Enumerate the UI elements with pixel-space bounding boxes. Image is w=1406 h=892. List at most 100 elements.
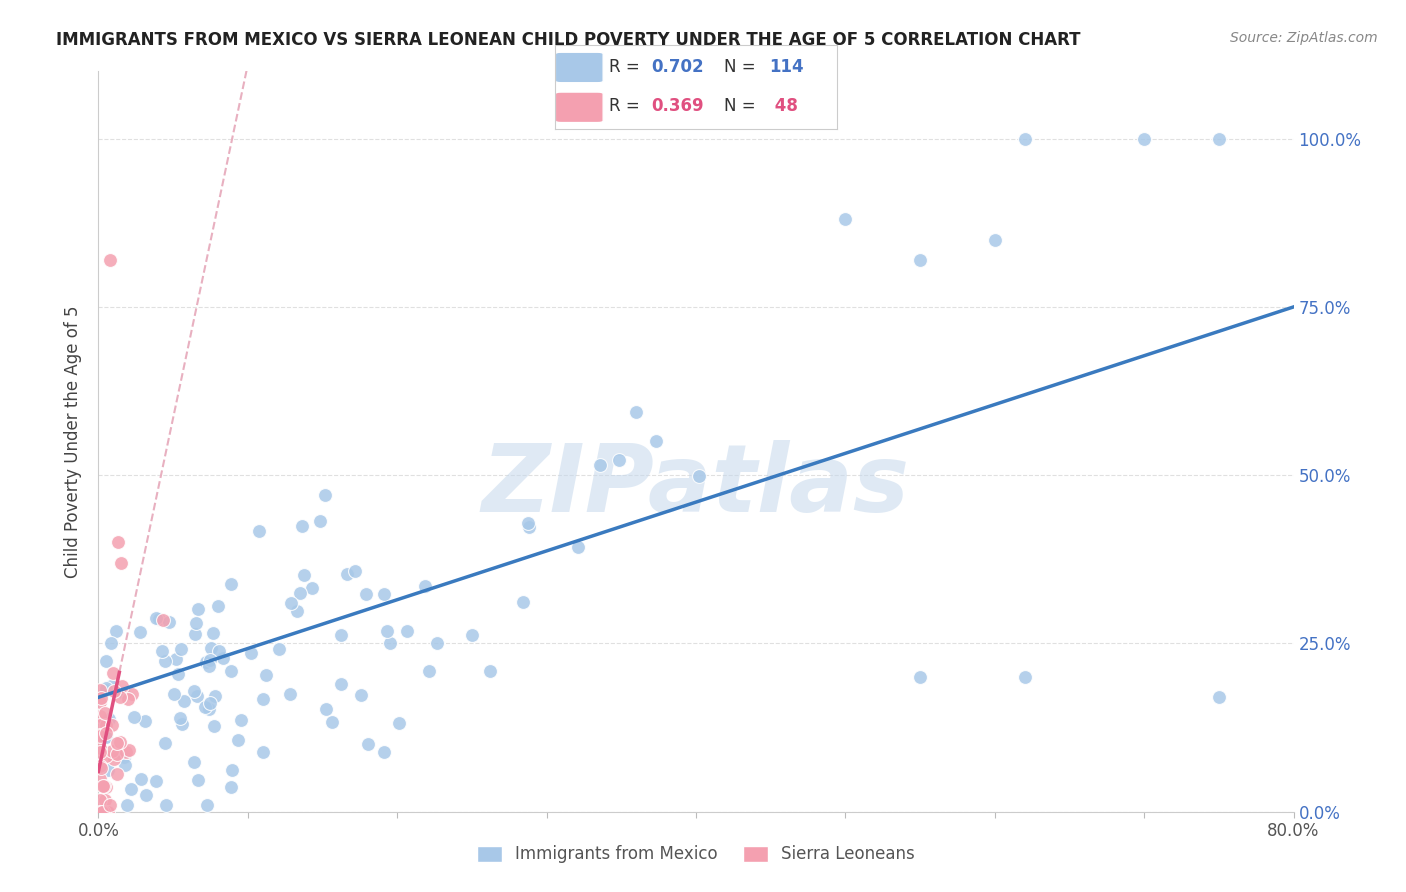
Point xyxy=(186,616,208,631)
Point xyxy=(100,636,122,650)
Point xyxy=(173,694,195,708)
Point xyxy=(128,624,150,639)
Point xyxy=(315,702,337,716)
Point xyxy=(122,710,145,724)
Point xyxy=(89,718,111,732)
Point xyxy=(350,688,373,702)
Point xyxy=(135,789,157,803)
Point xyxy=(207,599,229,614)
Point xyxy=(89,730,111,744)
Point xyxy=(145,774,167,789)
Point xyxy=(688,468,710,483)
Text: IMMIGRANTS FROM MEXICO VS SIERRA LEONEAN CHILD POVERTY UNDER THE AGE OF 5 CORREL: IMMIGRANTS FROM MEXICO VS SIERRA LEONEAN… xyxy=(56,31,1081,49)
Point xyxy=(377,624,399,638)
Point xyxy=(94,706,117,720)
Point xyxy=(291,519,314,533)
Point xyxy=(115,746,138,760)
Point xyxy=(202,625,225,640)
Point xyxy=(89,805,111,819)
Point xyxy=(567,540,589,554)
Text: R =: R = xyxy=(609,97,645,115)
Point xyxy=(152,644,174,658)
Point xyxy=(200,641,222,656)
Point xyxy=(1133,131,1156,145)
Point xyxy=(153,654,176,668)
Point xyxy=(478,664,501,678)
Point xyxy=(329,677,352,691)
Point xyxy=(98,252,122,267)
Point xyxy=(254,668,277,682)
Point xyxy=(292,568,315,582)
Point xyxy=(93,779,115,793)
Point xyxy=(195,655,218,669)
Point xyxy=(163,687,186,701)
Point xyxy=(153,736,176,750)
Point xyxy=(111,679,134,693)
Point xyxy=(204,689,226,703)
Point xyxy=(607,453,630,467)
Point xyxy=(373,587,395,601)
Point xyxy=(103,684,125,698)
Point xyxy=(288,586,311,600)
Point xyxy=(187,601,209,615)
Point xyxy=(984,233,1007,247)
Point xyxy=(354,587,377,601)
Point xyxy=(512,595,534,609)
Point xyxy=(195,797,218,812)
Point xyxy=(198,653,221,667)
Text: Source: ZipAtlas.com: Source: ZipAtlas.com xyxy=(1230,31,1378,45)
Point xyxy=(94,726,117,740)
Point xyxy=(148,612,170,626)
Point xyxy=(413,579,436,593)
Point xyxy=(89,728,111,742)
Point xyxy=(108,690,131,704)
Point xyxy=(89,792,111,806)
Point xyxy=(120,781,142,796)
Text: 0.702: 0.702 xyxy=(651,59,703,77)
Point xyxy=(89,805,111,819)
Text: 0.369: 0.369 xyxy=(651,97,703,115)
Point xyxy=(219,577,242,591)
Point xyxy=(166,652,188,666)
Point xyxy=(169,711,191,725)
Point xyxy=(155,797,177,812)
Point xyxy=(517,516,540,530)
Point xyxy=(89,745,111,759)
Point xyxy=(94,681,117,695)
Point xyxy=(1208,131,1230,145)
Point xyxy=(121,687,143,701)
Point xyxy=(197,702,219,716)
Point xyxy=(239,646,262,660)
Point xyxy=(104,624,127,639)
Point xyxy=(186,690,208,704)
Point xyxy=(267,641,290,656)
Point xyxy=(93,805,115,819)
Point xyxy=(145,611,167,625)
Point xyxy=(396,624,419,638)
Point xyxy=(103,752,125,766)
FancyBboxPatch shape xyxy=(555,92,603,122)
Point xyxy=(96,748,118,763)
Text: 48: 48 xyxy=(769,97,799,115)
Point xyxy=(97,712,120,726)
Point xyxy=(105,767,128,781)
Point xyxy=(194,700,217,714)
Point xyxy=(252,691,274,706)
Point xyxy=(624,404,647,418)
Point xyxy=(157,615,180,630)
Point xyxy=(388,715,411,730)
Point xyxy=(183,626,205,640)
Point xyxy=(103,665,125,680)
Point xyxy=(183,684,205,698)
Point xyxy=(100,718,122,732)
Point xyxy=(198,658,221,673)
Point xyxy=(112,750,135,764)
Point xyxy=(426,636,449,650)
Point xyxy=(117,691,139,706)
Point xyxy=(198,696,221,710)
Point xyxy=(1208,690,1230,705)
Point xyxy=(226,733,249,747)
Point xyxy=(834,212,856,227)
Point xyxy=(309,514,332,528)
Point xyxy=(90,690,112,705)
